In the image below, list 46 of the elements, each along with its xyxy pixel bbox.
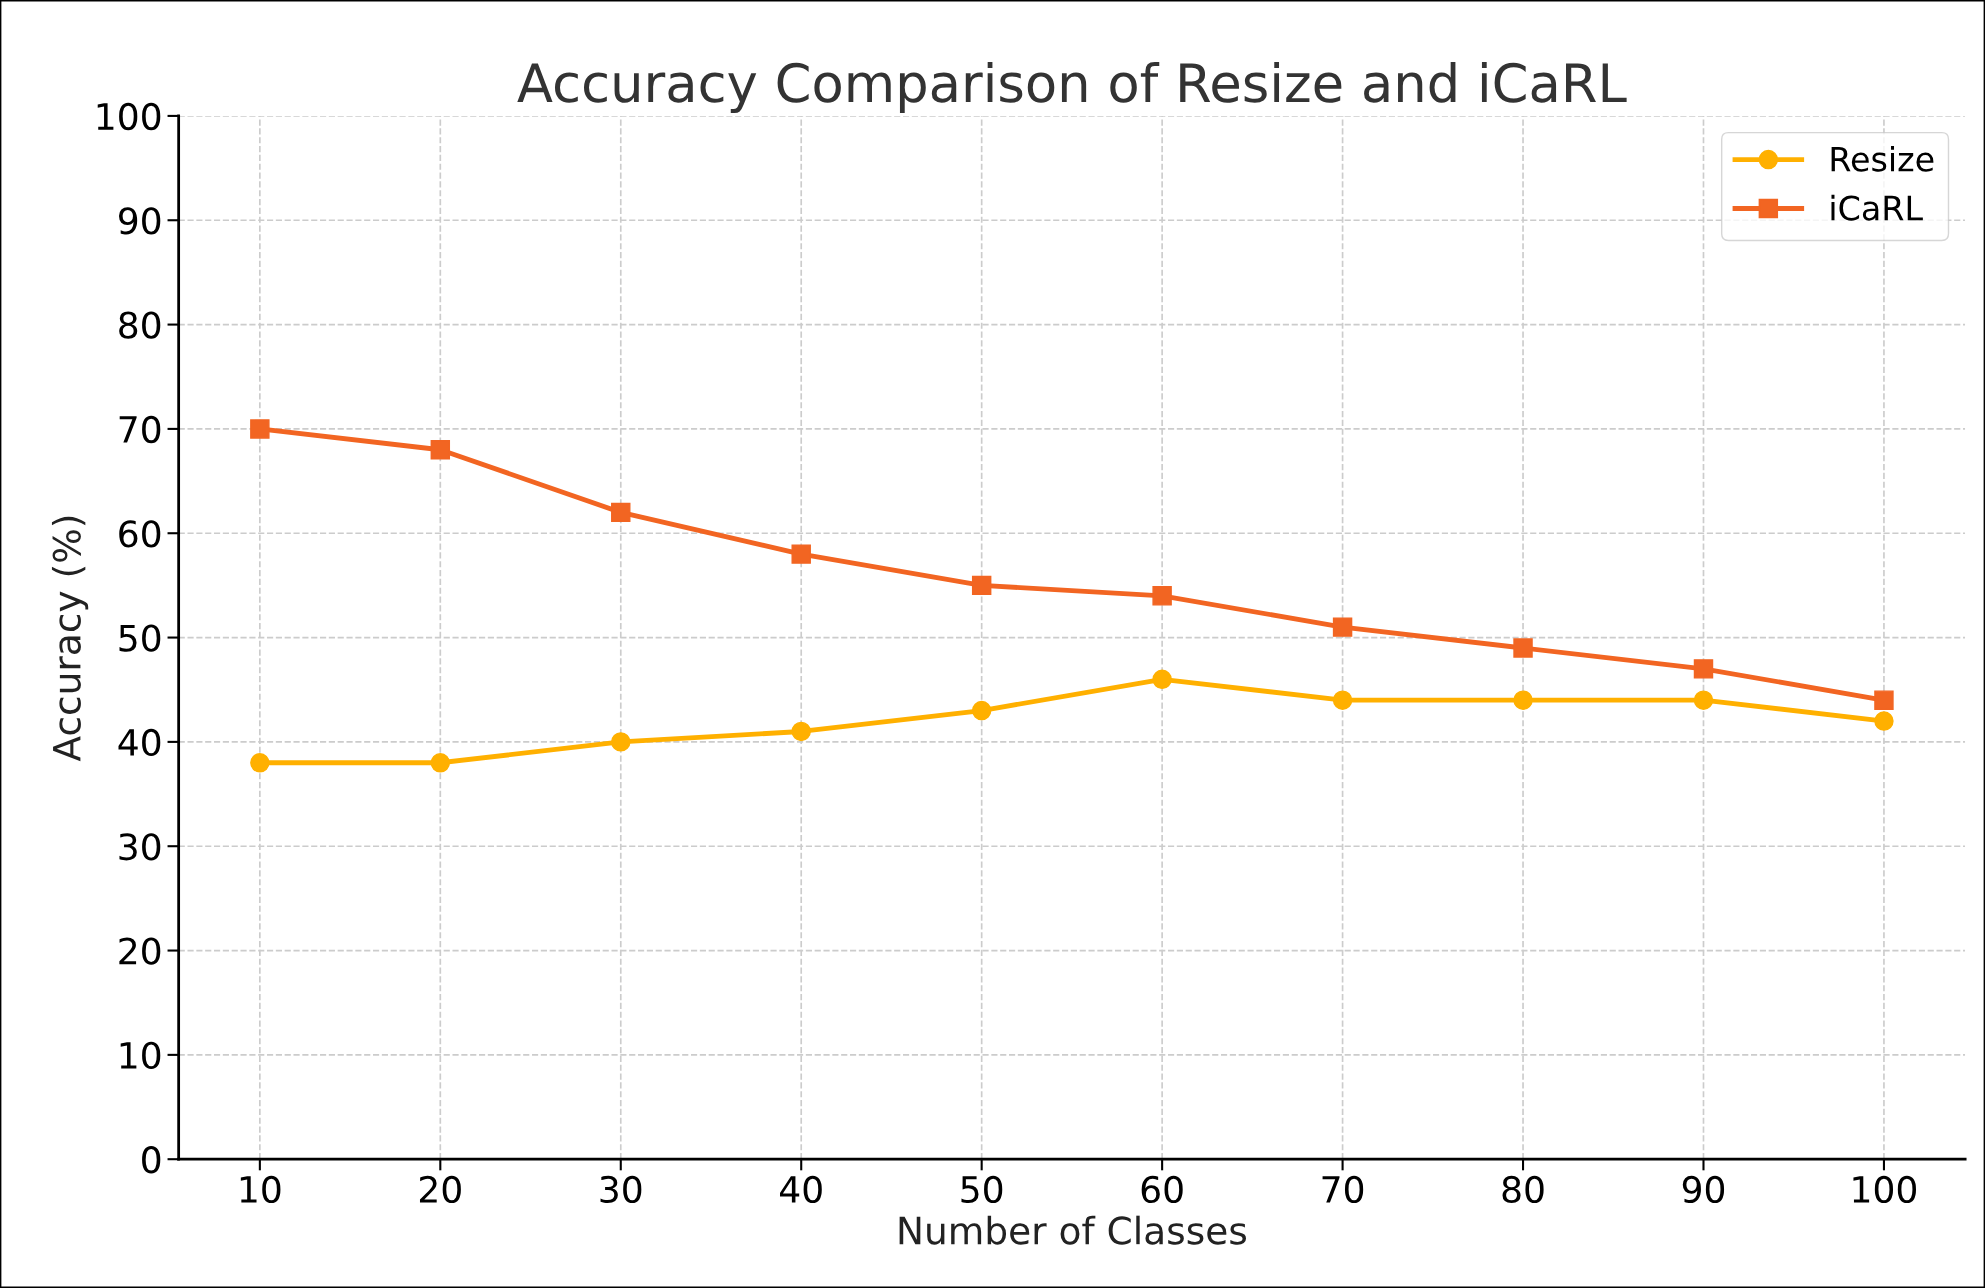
y-axis-title: Accuracy (%) [51, 516, 89, 762]
point [791, 544, 811, 564]
point [1513, 638, 1533, 658]
x-tick-label: 80 [1502, 1175, 1544, 1204]
point [1874, 690, 1894, 710]
point [1332, 690, 1353, 710]
point [430, 753, 451, 773]
y-tick-label: 40 [118, 728, 161, 757]
legend-label: Resize [1831, 145, 1934, 172]
point [1152, 669, 1172, 690]
x-tick-label: 30 [600, 1175, 642, 1204]
x-tick-label: 60 [1141, 1175, 1183, 1204]
y-tick-label: 10 [120, 1041, 161, 1070]
y-tick-label: 60 [119, 520, 161, 548]
point [1332, 617, 1353, 637]
point [1874, 711, 1894, 731]
point [250, 753, 270, 773]
x-tick-label: 70 [1322, 1175, 1364, 1204]
x-tick-label: 50 [961, 1175, 1003, 1204]
y-tick-label: 70 [119, 415, 161, 444]
chart-title: Accuracy Comparison of Resize and iCaRL [517, 61, 1627, 114]
point [611, 732, 631, 752]
legend-label: iCaRL [1831, 194, 1923, 221]
y-tick-label: 20 [119, 937, 161, 965]
x-tick-label: 100 [1853, 1175, 1917, 1204]
y-tick-label: 50 [119, 624, 161, 652]
point [791, 721, 811, 742]
x-tick-label: 90 [1682, 1175, 1725, 1204]
y-tick-label: 30 [119, 833, 161, 861]
x-tick-label: 10 [240, 1175, 281, 1204]
point [1513, 690, 1533, 710]
y-tick-label: 80 [119, 311, 161, 339]
y-tick-label: 90 [119, 207, 161, 235]
x-axis-title: Number of Classes [899, 1215, 1247, 1245]
point [971, 575, 992, 596]
point [1693, 659, 1714, 679]
point [971, 700, 992, 721]
x-tick-label: 40 [780, 1175, 822, 1204]
point [430, 440, 451, 460]
point [1693, 690, 1714, 710]
point [250, 419, 270, 439]
point [1152, 586, 1172, 606]
point [611, 502, 631, 523]
y-tick-label: 100 [97, 102, 161, 131]
y-tick-label: 0 [142, 1146, 161, 1174]
x-tick-label: 20 [419, 1175, 461, 1204]
